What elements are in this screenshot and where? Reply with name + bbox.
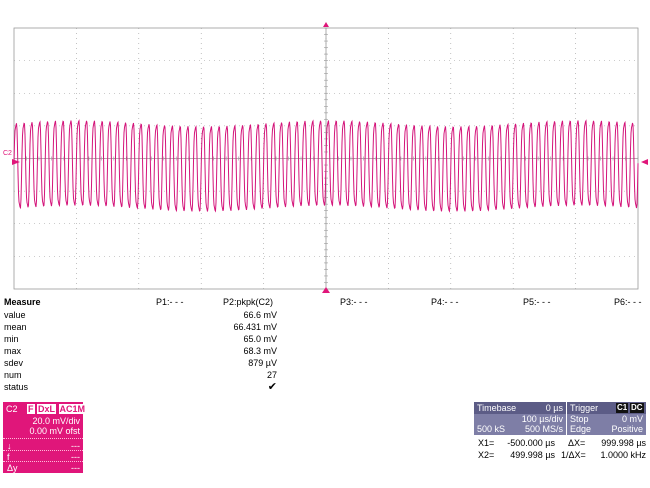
trigger-coupling-chip: DC [630, 403, 644, 413]
row-value: --- [71, 452, 80, 462]
param-p6-header[interactable]: P6:- - - [614, 297, 642, 307]
inv-dx-value: 1.0000 kHz [600, 450, 646, 460]
dx-value: 999.998 µs [601, 438, 646, 448]
trigger-position-marker[interactable] [322, 22, 330, 293]
trigger-panel[interactable]: Trigger C1 DC Stop 0 mV Edge Positive [567, 402, 646, 435]
timebase-rate: 500 MS/s [524, 424, 563, 434]
tag-coupling: AC1M [58, 404, 87, 414]
p2-min: 65.0 mV [243, 334, 277, 344]
trigger-source-chip: C1 [616, 403, 629, 413]
row-label: mean [4, 322, 27, 332]
tag-f: F [27, 404, 35, 414]
row-label: max [4, 346, 22, 356]
row-label: Δy [7, 463, 18, 473]
row-value: --- [71, 441, 80, 451]
x2-label: X2= [478, 450, 495, 460]
p2-mean: 66.431 mV [233, 322, 277, 332]
timebase-panel[interactable]: Timebase 0 µs 100 µs/div 500 kS 500 MS/s [474, 402, 566, 435]
timebase-tdiv: 100 µs/div [521, 414, 563, 424]
x1-label: X1= [478, 438, 495, 448]
row-label: ↓ [7, 441, 12, 451]
param-p2-header[interactable]: P2:pkpk(C2) [223, 297, 274, 307]
timebase-delay: 0 µs [545, 403, 563, 413]
measure-title: Measure [4, 297, 41, 307]
row-label: value [4, 310, 26, 320]
param-p3-header[interactable]: P3:- - - [340, 297, 368, 307]
trigger-label: Trigger [570, 403, 599, 413]
c2-ground-marker[interactable]: C2 [3, 150, 20, 165]
trigger-slope: Positive [611, 424, 643, 434]
x1-value: -500.000 µs [507, 438, 555, 448]
param-p5-header[interactable]: P5:- - - [523, 297, 551, 307]
channel-name: C2 [6, 404, 18, 414]
p2-value: 66.6 mV [243, 310, 277, 320]
c2-channel-descriptor[interactable]: C2 F DxL AC1M 20.0 mV/div 0.00 mV ofst ↓… [3, 402, 87, 473]
row-label: min [4, 334, 19, 344]
row-label: f [7, 452, 10, 462]
inv-dx-label: 1/ΔX= [561, 450, 586, 460]
p2-sdev: 879 µV [248, 358, 277, 368]
row-label: sdev [4, 358, 24, 368]
trigger-level: 0 mV [621, 414, 643, 424]
trigger-mode: Stop [570, 414, 589, 424]
scope-display[interactable]: C2 [0, 0, 650, 300]
tag-dxl: DxL [37, 404, 57, 414]
p2-max: 68.3 mV [243, 346, 277, 356]
right-level-marker [641, 159, 648, 165]
vdiv: 20.0 mV/div [32, 416, 80, 426]
p2-num: 27 [266, 370, 277, 380]
row-label: status [4, 382, 29, 392]
row-label: num [4, 370, 22, 380]
param-p1-header[interactable]: P1:- - - [156, 297, 184, 307]
c2-waveform [13, 119, 639, 213]
timebase-samples: 500 kS [477, 424, 506, 434]
offset: 0.00 mV ofst [29, 426, 80, 436]
row-value: --- [71, 463, 80, 473]
status-check-icon: ✔ [267, 381, 277, 393]
c2-marker-label: C2 [3, 150, 12, 157]
timebase-label: Timebase [477, 403, 517, 413]
param-p4-header[interactable]: P4:- - - [431, 297, 459, 307]
trigger-type: Edge [570, 424, 592, 434]
x2-value: 499.998 µs [510, 450, 555, 460]
dx-label: ΔX= [568, 438, 586, 448]
